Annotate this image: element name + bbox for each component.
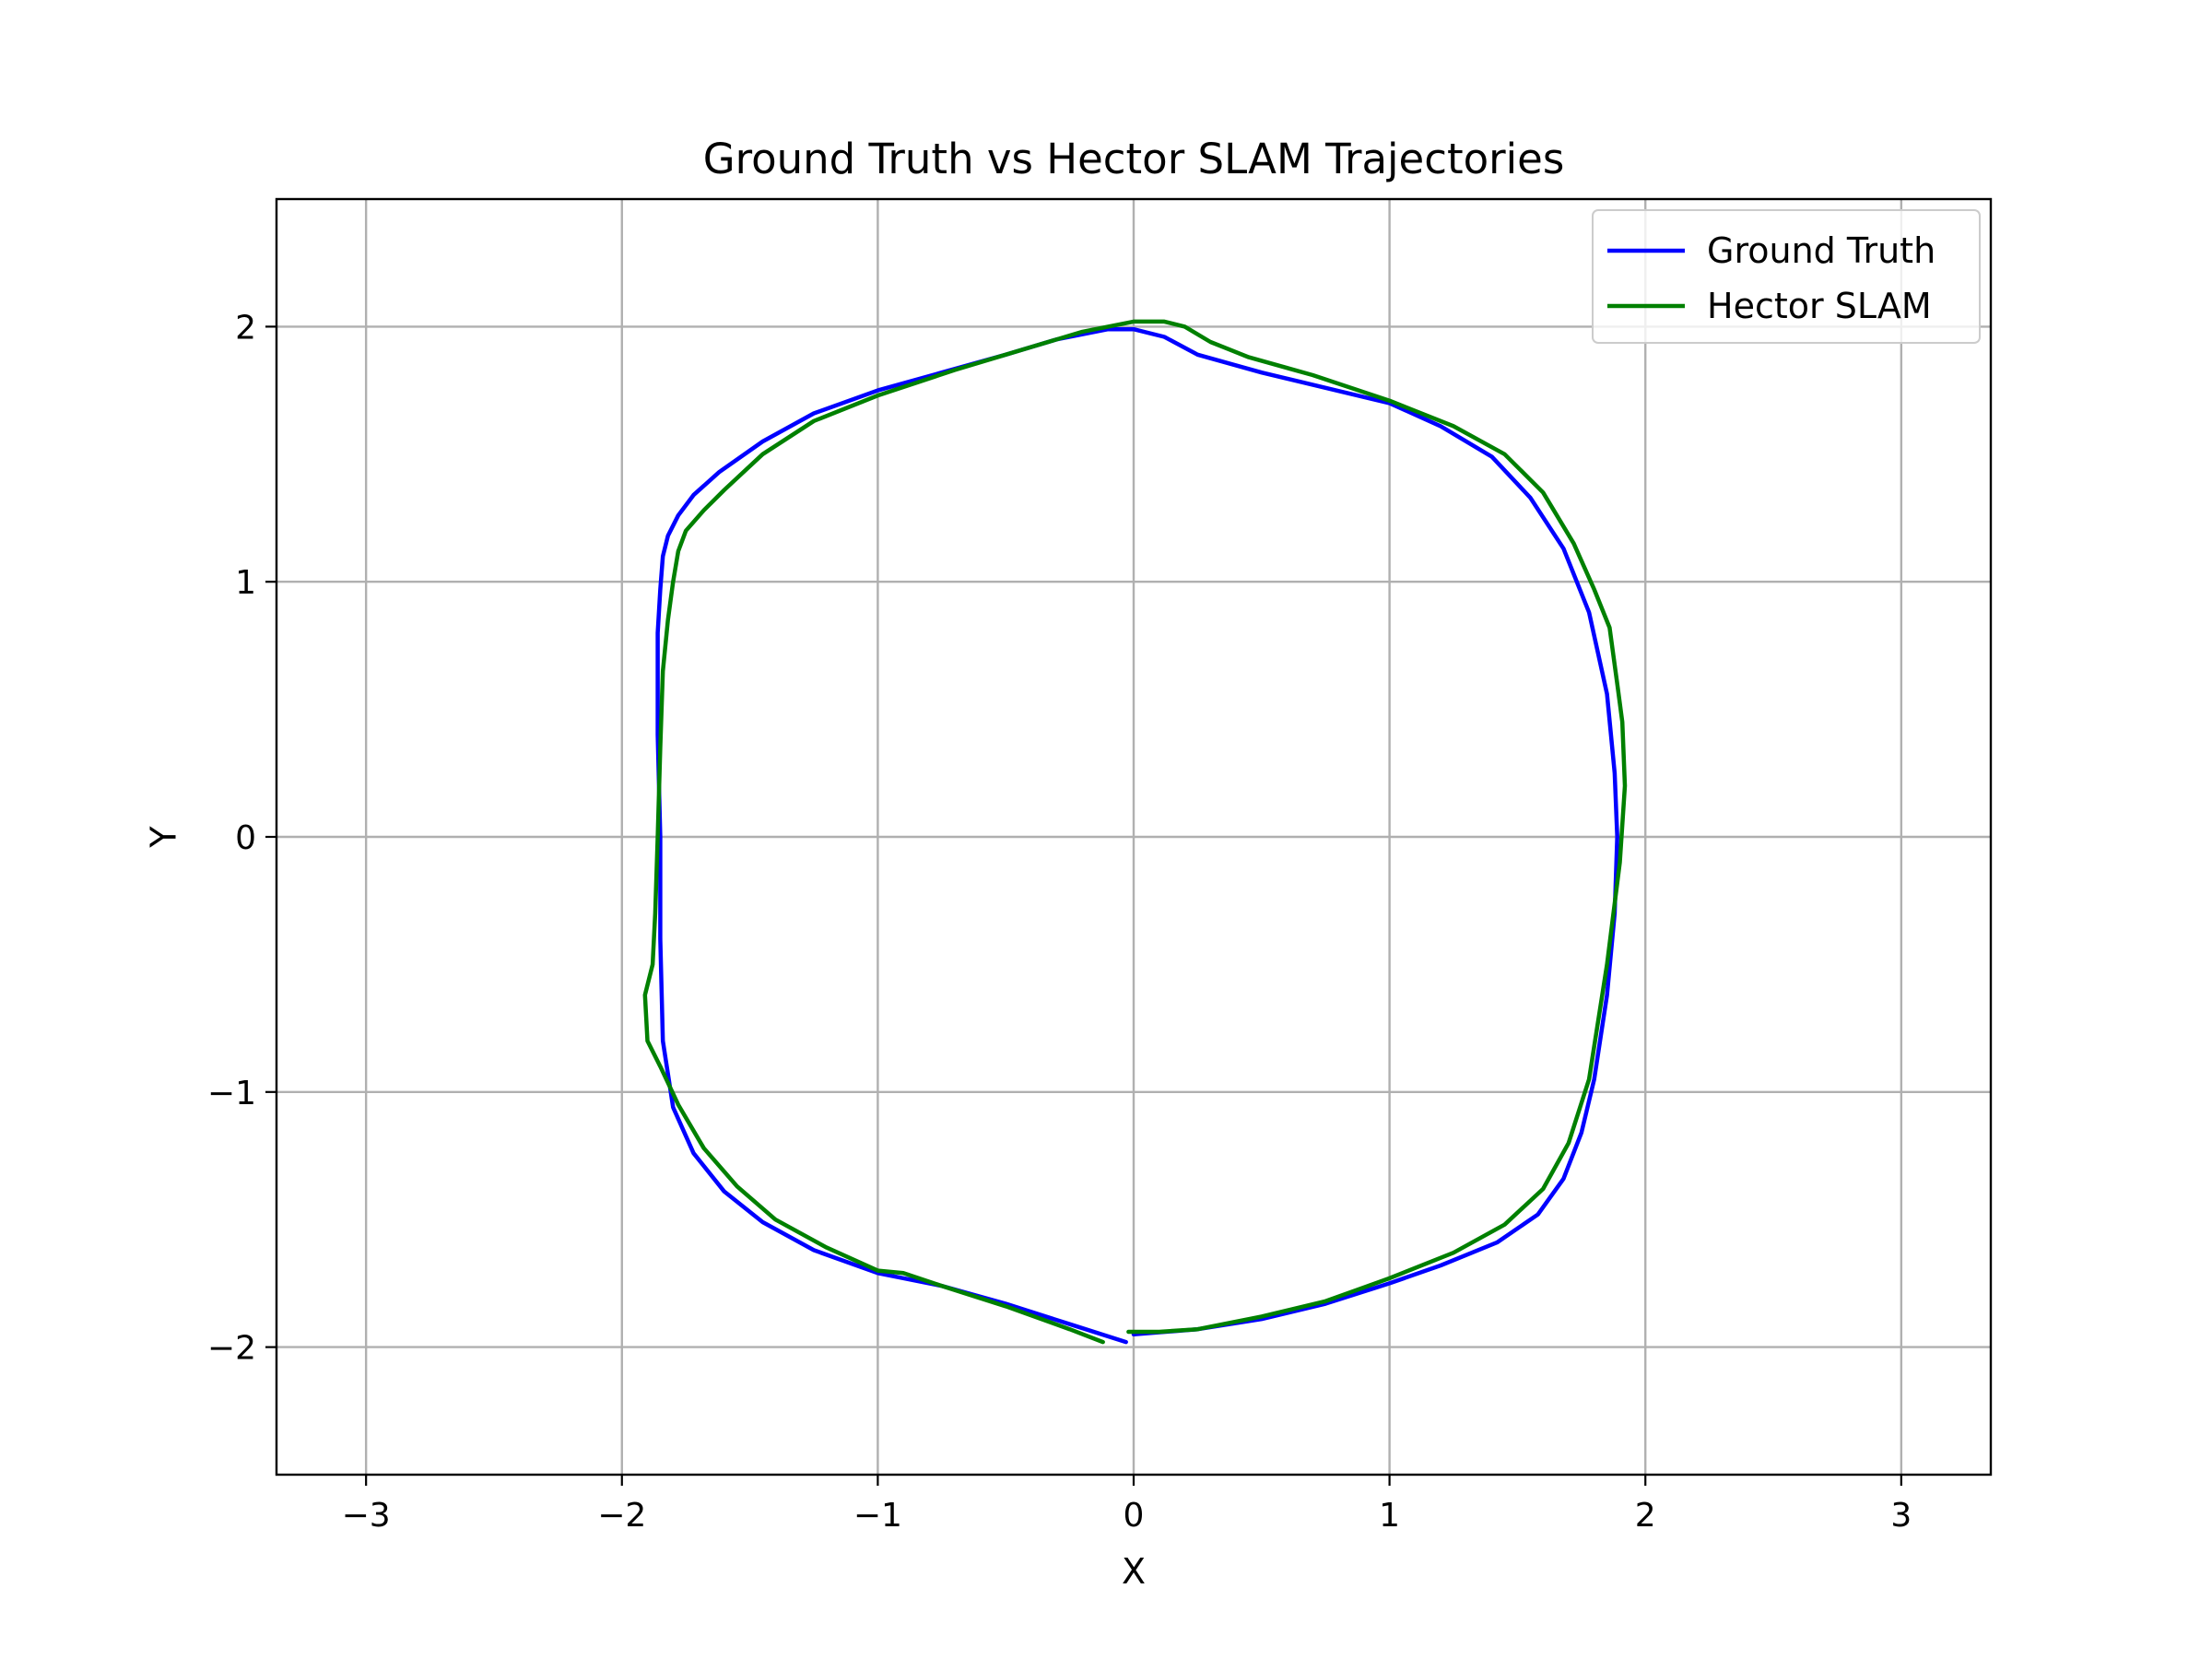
chart-title: Ground Truth vs Hector SLAM Trajectories xyxy=(703,135,1565,183)
legend: Ground Truth Hector SLAM xyxy=(1592,209,1981,344)
y-tick-label: 0 xyxy=(235,819,256,857)
x-tick-label: −1 xyxy=(853,1497,902,1535)
legend-label-ground-truth: Ground Truth xyxy=(1707,230,1936,271)
x-axis-label: X xyxy=(1122,1551,1146,1592)
y-tick-label: 1 xyxy=(235,564,256,602)
ticks: −3 −2 −1 0 1 2 3 −2 −1 0 1 2 xyxy=(207,309,1912,1535)
x-tick-label: −3 xyxy=(342,1497,391,1535)
x-tick-label: 1 xyxy=(1379,1497,1400,1535)
series-line-hector-slam xyxy=(642,319,1628,1345)
y-tick-label: −2 xyxy=(207,1330,256,1368)
y-tick-label: 2 xyxy=(235,309,256,347)
legend-box xyxy=(1592,209,1981,344)
series-layer xyxy=(642,319,1628,1345)
grid xyxy=(276,199,1991,1475)
y-axis-label: Y xyxy=(144,826,184,849)
y-tick-label: −1 xyxy=(207,1075,256,1112)
x-tick-label: 2 xyxy=(1635,1497,1656,1535)
x-tick-label: −2 xyxy=(597,1497,646,1535)
series-line-ground-truth xyxy=(655,326,1619,1345)
x-tick-label: 3 xyxy=(1890,1497,1912,1535)
legend-label-hector-slam: Hector SLAM xyxy=(1707,286,1932,326)
x-tick-label: 0 xyxy=(1124,1497,1145,1535)
